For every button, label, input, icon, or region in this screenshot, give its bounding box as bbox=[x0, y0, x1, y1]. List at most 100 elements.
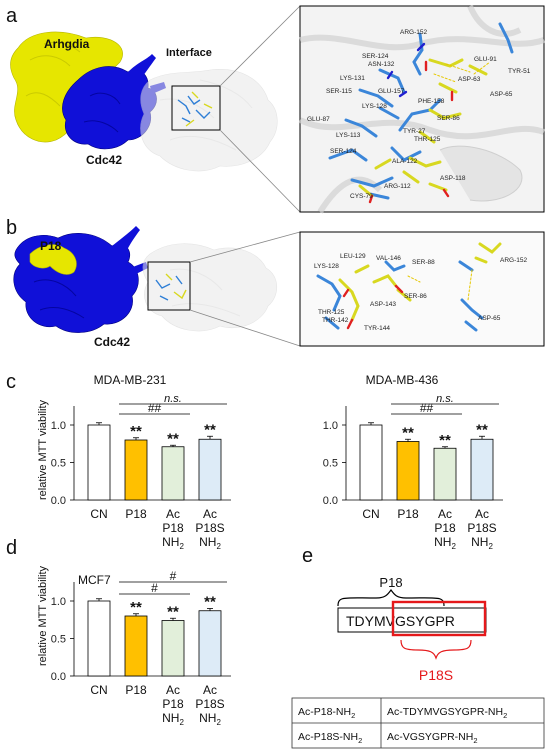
p18-zoom-box bbox=[147, 261, 191, 311]
category-label: P18S bbox=[195, 521, 224, 535]
bar bbox=[87, 424, 111, 501]
sequence-box bbox=[337, 607, 487, 633]
p18s-sequence-label: P18S bbox=[419, 667, 453, 683]
y-tick-label: 0.5 bbox=[323, 458, 338, 470]
significance-mark: ** bbox=[204, 421, 216, 438]
category-label: P18 bbox=[125, 507, 147, 521]
category-label: P18 bbox=[434, 521, 456, 535]
svg-text:SER-88: SER-88 bbox=[412, 259, 435, 266]
category-label: Ac bbox=[203, 683, 217, 697]
y-tick-label: 0.0 bbox=[323, 495, 338, 507]
svg-text:LYS-131: LYS-131 bbox=[340, 75, 365, 82]
y-tick-label: 1.0 bbox=[323, 420, 338, 432]
category-label: Ac bbox=[203, 507, 217, 521]
category-label: P18S bbox=[467, 521, 496, 535]
sequence-text: TDYMVGSYGPR bbox=[346, 613, 455, 629]
p18-brace bbox=[337, 588, 445, 607]
chart-title: MDA-MB-231 bbox=[94, 373, 167, 387]
zoom-line-top-b bbox=[189, 231, 301, 263]
svg-text:TYR-51: TYR-51 bbox=[508, 68, 531, 75]
interface-ghost-structure bbox=[140, 69, 278, 172]
svg-text:LYS-128: LYS-128 bbox=[362, 103, 387, 110]
category-label: P18 bbox=[162, 521, 184, 535]
y-tick-label: 1.0 bbox=[51, 420, 66, 432]
sequence-diagram: P18 TDYMVGSYGPR P18S bbox=[337, 575, 487, 683]
bar bbox=[433, 447, 457, 501]
cdc42-surface-b bbox=[13, 226, 148, 333]
mtt-chart-1: MDA-MB-4360.00.51.0CN**P18**AcP18NH2**Ac… bbox=[323, 373, 503, 551]
bar bbox=[124, 439, 148, 501]
y-tick-label: 0.5 bbox=[51, 634, 66, 646]
p18-surface bbox=[29, 244, 77, 275]
table-cell: Ac-P18-NH2 bbox=[298, 706, 355, 720]
svg-text:SER-86: SER-86 bbox=[437, 115, 460, 122]
category-label: Ac bbox=[438, 507, 452, 521]
svg-text:ASP-65: ASP-65 bbox=[490, 91, 513, 98]
svg-text:THR-125: THR-125 bbox=[318, 309, 345, 316]
bar bbox=[198, 438, 222, 501]
category-label: Ac bbox=[475, 507, 489, 521]
interface-sticks-b bbox=[316, 242, 502, 332]
bracket-label: ## bbox=[420, 401, 434, 415]
category-label: NH2 bbox=[199, 535, 221, 551]
zoom-line-top-a bbox=[219, 5, 301, 87]
p18-sequence-label: P18 bbox=[379, 575, 402, 590]
interface-sticks-a bbox=[328, 22, 514, 204]
bracket-label: ## bbox=[148, 401, 162, 415]
svg-text:VAL-146: VAL-146 bbox=[376, 255, 401, 262]
svg-text:THR-142: THR-142 bbox=[322, 317, 349, 324]
bar bbox=[161, 620, 185, 677]
category-label: P18 bbox=[162, 697, 184, 711]
svg-text:TYR-144: TYR-144 bbox=[364, 325, 390, 332]
significance-mark: ** bbox=[204, 594, 216, 611]
interface-label: Interface bbox=[166, 47, 212, 59]
svg-text:CYS-79: CYS-79 bbox=[350, 193, 373, 200]
chart-title: MCF7 bbox=[78, 573, 111, 587]
zoom-line-bottom-a bbox=[219, 129, 301, 213]
table-cell: Ac-VGSYGPR-NH2 bbox=[387, 731, 478, 745]
arhgdia-label: Arhgdia bbox=[44, 37, 90, 51]
table-cell: Ac-P18S-NH2 bbox=[298, 731, 362, 745]
svg-text:ASP-65: ASP-65 bbox=[478, 315, 501, 322]
y-tick-label: 0.5 bbox=[51, 458, 66, 470]
category-label: P18 bbox=[125, 683, 147, 697]
svg-text:ASP-143: ASP-143 bbox=[370, 301, 396, 308]
category-label: Ac bbox=[166, 683, 180, 697]
p18s-highlight-box bbox=[391, 600, 487, 637]
bar bbox=[198, 610, 222, 677]
category-label: CN bbox=[90, 507, 107, 521]
significance-mark: ** bbox=[167, 603, 179, 620]
table-cell: Ac-TDYMVGSYGPR-NH2 bbox=[387, 706, 507, 720]
svg-text:PHE-158: PHE-158 bbox=[418, 98, 445, 105]
bar bbox=[470, 438, 494, 501]
peptide-table: Ac-P18-NH2 Ac-TDYMVGSYGPR-NH2 Ac-P18S-NH… bbox=[291, 697, 545, 749]
p18s-brace bbox=[400, 639, 472, 660]
panel-b-letter: b bbox=[6, 217, 17, 239]
y-axis-label: relative MTT viability bbox=[37, 565, 49, 666]
svg-text:GLU-157: GLU-157 bbox=[378, 88, 405, 95]
svg-text:GLU-91: GLU-91 bbox=[474, 56, 497, 63]
svg-text:ASP-118: ASP-118 bbox=[440, 175, 466, 182]
interface-zoom-box bbox=[171, 85, 221, 131]
bar bbox=[359, 424, 383, 501]
bracket-label: n.s. bbox=[164, 393, 182, 405]
significance-mark: ** bbox=[130, 423, 142, 440]
svg-text:LEU-129: LEU-129 bbox=[340, 253, 366, 260]
p18-ghost-structure bbox=[142, 243, 278, 332]
panel-d-letter: d bbox=[6, 537, 17, 559]
y-tick-label: 0.0 bbox=[51, 495, 66, 507]
svg-text:SER-115: SER-115 bbox=[326, 88, 352, 95]
svg-text:SER-124: SER-124 bbox=[330, 148, 357, 155]
bar bbox=[161, 446, 185, 501]
category-label: Ac bbox=[166, 507, 180, 521]
interface-mini-sticks bbox=[177, 91, 213, 127]
y-tick-label: 0.0 bbox=[51, 671, 66, 683]
p18-mini-sticks bbox=[155, 273, 187, 301]
category-label: CN bbox=[362, 507, 379, 521]
category-label: NH2 bbox=[162, 711, 184, 727]
svg-text:ARG-152: ARG-152 bbox=[400, 29, 427, 36]
